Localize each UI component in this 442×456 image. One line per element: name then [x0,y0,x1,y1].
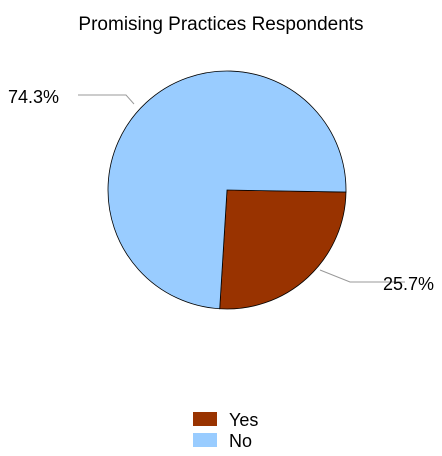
leader-lines [78,94,405,283]
legend-swatch-no [193,433,217,447]
data-label-yes: 25.7% [383,274,434,294]
leader-line-no [78,94,135,105]
legend-label-yes: Yes [229,410,258,430]
data-label-no: 74.3% [8,87,59,107]
pie-slices [107,70,347,310]
pie-slice-yes [219,189,347,310]
data-labels: 25.7% 74.3% [8,87,434,294]
leader-line-yes [319,269,405,283]
chart-title: Promising Practices Respondents [78,14,363,35]
legend-label-no: No [229,431,252,451]
legend-swatch-yes [193,412,217,426]
pie-slice-no [107,70,347,310]
